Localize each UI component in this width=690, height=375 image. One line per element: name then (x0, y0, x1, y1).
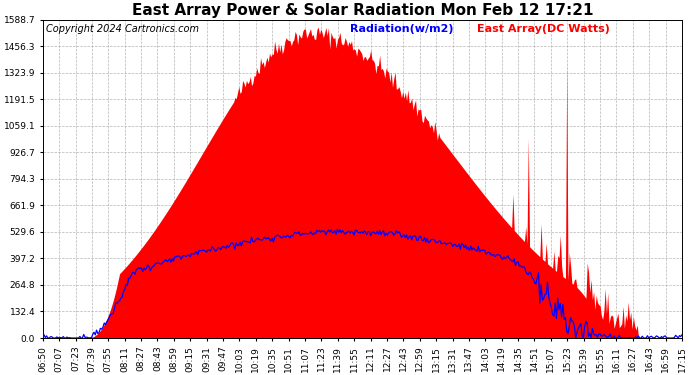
Title: East Array Power & Solar Radiation Mon Feb 12 17:21: East Array Power & Solar Radiation Mon F… (132, 3, 593, 18)
Text: East Array(DC Watts): East Array(DC Watts) (477, 24, 611, 34)
Text: Radiation(w/m2): Radiation(w/m2) (350, 24, 453, 34)
Text: Copyright 2024 Cartronics.com: Copyright 2024 Cartronics.com (46, 24, 199, 34)
